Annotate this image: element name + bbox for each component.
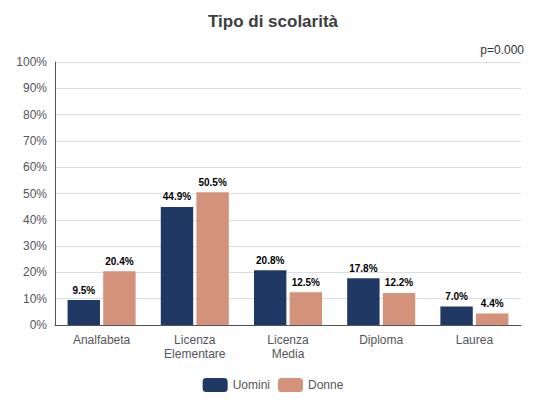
svg-text:50%: 50%	[23, 187, 47, 201]
svg-text:10%: 10%	[23, 292, 47, 306]
svg-text:100%: 100%	[16, 55, 47, 69]
svg-text:60%: 60%	[23, 160, 47, 174]
svg-text:Media: Media	[272, 347, 305, 361]
svg-text:9.5%: 9.5%	[72, 285, 95, 296]
svg-text:Donne: Donne	[308, 378, 344, 392]
svg-text:20.8%: 20.8%	[256, 255, 284, 266]
svg-text:Diploma: Diploma	[359, 333, 403, 347]
svg-text:Analfabeta: Analfabeta	[73, 333, 131, 347]
svg-text:90%: 90%	[23, 81, 47, 95]
svg-text:Tipo di scolarità: Tipo di scolarità	[208, 12, 339, 31]
svg-text:17.8%: 17.8%	[349, 263, 377, 274]
svg-text:44.9%: 44.9%	[163, 191, 191, 202]
svg-text:20%: 20%	[23, 265, 47, 279]
svg-text:p=0.000: p=0.000	[480, 43, 524, 57]
svg-text:40%: 40%	[23, 213, 47, 227]
svg-text:Laurea: Laurea	[456, 333, 494, 347]
svg-text:4.4%: 4.4%	[481, 298, 504, 309]
svg-text:70%: 70%	[23, 134, 47, 148]
svg-text:Licenza: Licenza	[174, 333, 216, 347]
svg-text:Uomini: Uomini	[233, 378, 270, 392]
svg-text:Licenza: Licenza	[267, 333, 309, 347]
svg-text:30%: 30%	[23, 239, 47, 253]
svg-text:20.4%: 20.4%	[105, 256, 133, 267]
svg-text:Elementare: Elementare	[164, 347, 226, 361]
svg-text:80%: 80%	[23, 108, 47, 122]
svg-text:7.0%: 7.0%	[445, 291, 468, 302]
svg-text:12.5%: 12.5%	[292, 277, 320, 288]
svg-text:50.5%: 50.5%	[198, 177, 226, 188]
svg-text:0%: 0%	[30, 318, 48, 332]
svg-text:12.2%: 12.2%	[385, 277, 413, 288]
